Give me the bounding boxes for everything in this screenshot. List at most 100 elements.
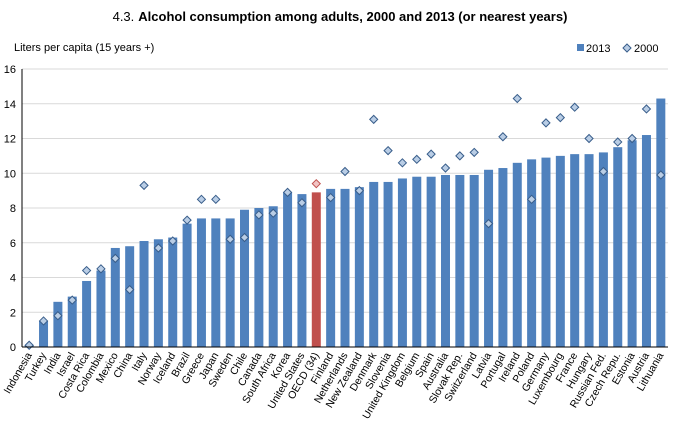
marker-2000 xyxy=(124,284,135,295)
y-tick-label: 10 xyxy=(4,168,16,180)
bar-2013 xyxy=(311,192,321,347)
bars-2013 xyxy=(24,98,666,347)
marker-2000 xyxy=(168,236,178,246)
legend-bar-swatch xyxy=(577,44,584,51)
bar-2013 xyxy=(39,320,49,347)
bar-2013 xyxy=(283,192,293,347)
bar-2013 xyxy=(168,237,178,347)
bar-2013 xyxy=(641,135,651,347)
bar-2013 xyxy=(555,155,565,347)
y-tick-label: 16 xyxy=(4,64,16,76)
marker-2000 xyxy=(526,194,537,205)
y-tick-label: 0 xyxy=(10,342,16,354)
marker-2000 xyxy=(297,198,307,208)
bar-2013 xyxy=(369,181,379,347)
bar-2013 xyxy=(182,223,192,347)
y-tick-label: 4 xyxy=(10,273,16,285)
bar-2013 xyxy=(527,159,537,347)
marker-2000 xyxy=(455,151,465,161)
bar-2013 xyxy=(613,147,623,347)
marker-2000 xyxy=(555,112,566,123)
marker-2000 xyxy=(469,147,479,158)
y-axis-ticks: 0 2 4 6 8 10 12 14 16 xyxy=(4,64,16,354)
bar-2013 xyxy=(110,247,120,347)
marker-2000 xyxy=(254,210,264,220)
marker-2000 xyxy=(282,187,293,198)
bar-2013 xyxy=(627,140,637,347)
marker-2000 xyxy=(440,163,451,173)
marker-2000 xyxy=(412,154,422,165)
bar-2013 xyxy=(383,181,393,347)
legend-label-2013: 2013 xyxy=(586,43,610,55)
y-axis-label: Liters per capita (15 years +) xyxy=(14,42,154,54)
bar-2013 xyxy=(139,241,149,347)
marker-2000 xyxy=(268,208,278,218)
title-number: 4.3. xyxy=(112,9,135,24)
bar-2013 xyxy=(153,239,163,347)
bar-2013 xyxy=(82,280,92,347)
bar-2013 xyxy=(412,176,422,347)
marker-2000 xyxy=(383,145,393,156)
marker-2000 xyxy=(139,180,149,191)
marker-2000 xyxy=(354,185,365,196)
bar-2013 xyxy=(326,188,336,347)
bar-2013 xyxy=(125,246,135,347)
y-tick-label: 14 xyxy=(4,99,16,111)
legend-marker-swatch xyxy=(622,43,632,53)
title-text: Alcohol consumption among adults, 2000 a… xyxy=(138,9,568,24)
bar-2013 xyxy=(498,168,508,347)
bar-2013 xyxy=(541,157,551,347)
bar-2013 xyxy=(455,174,465,347)
bar-2013 xyxy=(297,194,307,347)
marker-2000 xyxy=(627,133,637,144)
marker-2000 xyxy=(225,234,235,244)
marker-2000 xyxy=(67,295,77,305)
marker-2000 xyxy=(24,340,34,350)
marker-2000 xyxy=(153,243,164,253)
bar-2013 xyxy=(484,169,494,347)
marker-2000 xyxy=(426,149,436,159)
bar-2013 xyxy=(440,174,450,347)
marker-2000 xyxy=(498,132,508,142)
y-tick-label: 8 xyxy=(10,203,16,215)
bar-2013 xyxy=(67,296,77,347)
marker-2000 xyxy=(483,218,494,229)
marker-2000 xyxy=(541,118,551,128)
marker-2000 xyxy=(196,194,207,205)
bar-2013 xyxy=(584,154,594,347)
y-tick-label: 6 xyxy=(10,238,16,250)
marker-2000 xyxy=(53,311,63,321)
marker-2000 xyxy=(397,158,408,168)
bar-2013 xyxy=(225,218,235,347)
marker-2000 xyxy=(641,104,652,114)
marker-2000 xyxy=(110,253,121,264)
bar-2013 xyxy=(96,270,106,347)
legend: 2013 2000 xyxy=(577,43,658,55)
bar-2013 xyxy=(469,174,479,347)
marker-2000 xyxy=(311,178,321,189)
marker-2000 xyxy=(239,232,250,243)
marker-2000 xyxy=(598,166,609,177)
marker-2000 xyxy=(369,114,379,125)
bar-2013 xyxy=(211,218,221,347)
marker-2000 xyxy=(584,133,594,144)
bar-2013 xyxy=(570,154,580,347)
y-tick-label: 12 xyxy=(4,134,16,146)
bar-2013 xyxy=(254,208,264,347)
marker-2000 xyxy=(81,265,92,276)
markers-2000 xyxy=(24,93,666,350)
marker-2000 xyxy=(656,170,666,180)
bar-2013 xyxy=(512,162,522,347)
marker-2000 xyxy=(96,264,106,274)
marker-2000 xyxy=(325,192,336,203)
bar-2013 xyxy=(354,187,364,347)
marker-2000 xyxy=(340,166,350,177)
chart-title: 4.3. Alcohol consumption among adults, 20… xyxy=(0,9,680,24)
bar-2013 xyxy=(656,98,666,347)
legend-label-2000: 2000 xyxy=(634,43,658,55)
marker-2000 xyxy=(211,194,221,205)
y-tick-label: 2 xyxy=(10,307,16,319)
marker-2000 xyxy=(569,102,580,112)
